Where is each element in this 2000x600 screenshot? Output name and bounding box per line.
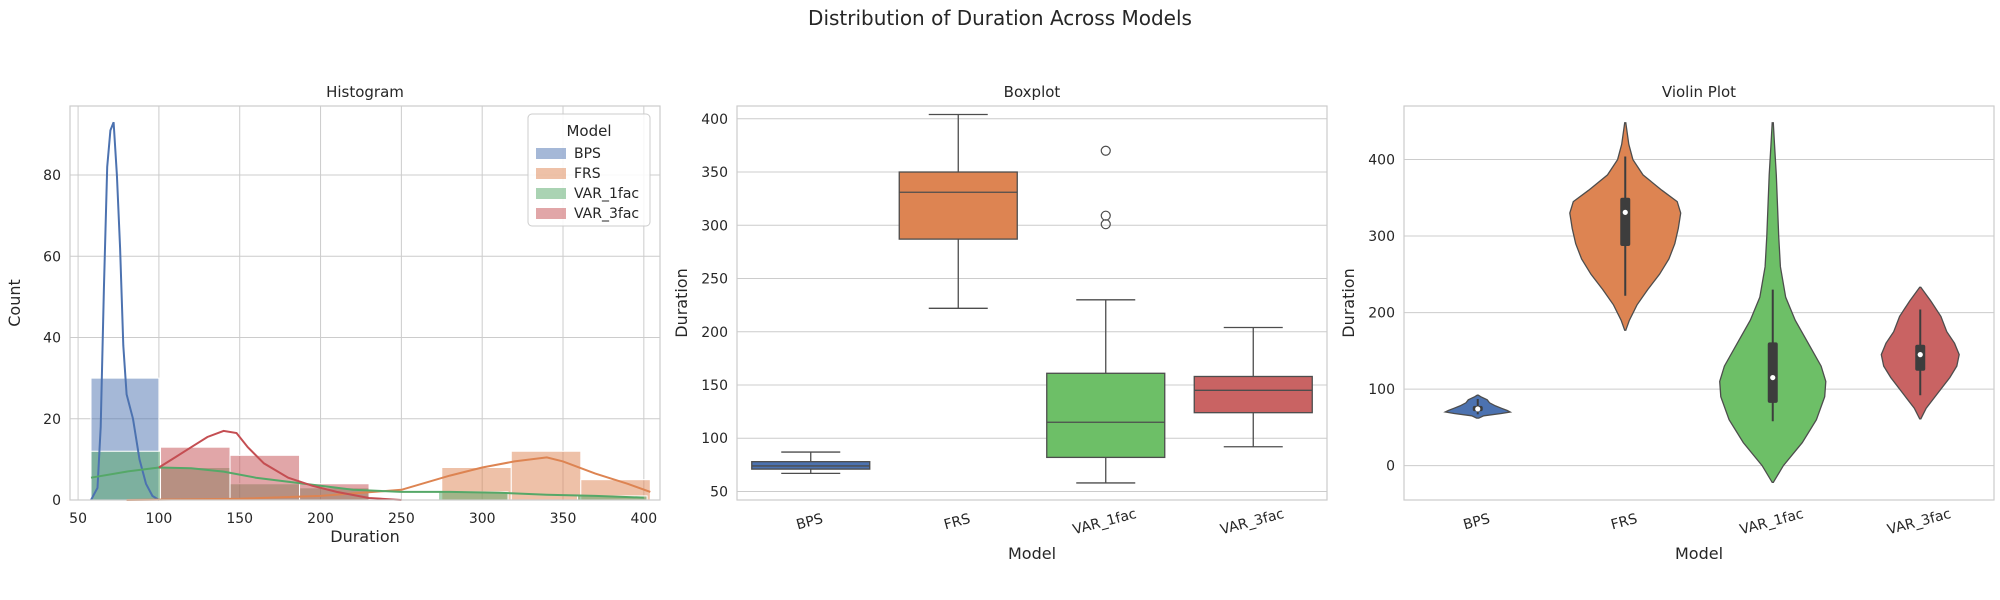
legend-swatch-var-1fac — [536, 188, 566, 199]
y-tick-label: 300 — [701, 218, 728, 234]
histogram-bar-var-3fac — [160, 446, 231, 501]
x-tick-label: 250 — [388, 511, 415, 527]
plot-frame — [1403, 105, 1995, 501]
y-tick-label: 80 — [43, 168, 61, 184]
panel-title: Histogram — [326, 83, 404, 101]
x-axis-label: Model — [1008, 544, 1056, 563]
x-tick-label-frs: FRS — [942, 511, 972, 533]
legend-label-frs: FRS — [574, 166, 601, 182]
violin-iqr-frs — [1620, 197, 1631, 247]
x-tick-label-var-1fac: VAR_1fac — [1738, 506, 1805, 538]
plot-area — [737, 106, 1327, 500]
violin-median-frs — [1622, 209, 1628, 215]
y-tick-label: 100 — [701, 431, 728, 447]
plot-frame — [69, 105, 661, 501]
kde-line-var-1fac — [90, 466, 644, 499]
x-tick-label: 200 — [307, 511, 334, 527]
y-axis-label: Count — [5, 279, 24, 327]
plot-frame — [736, 105, 1328, 501]
legend-swatch-var-3fac — [536, 208, 566, 219]
violin-median-bps — [1475, 406, 1481, 412]
y-tick-label: 400 — [701, 112, 728, 128]
outlier-var-1fac — [1100, 210, 1111, 221]
box-var-1fac — [1046, 372, 1166, 459]
y-axis-label: Duration — [672, 268, 691, 338]
x-tick-label: 300 — [469, 511, 496, 527]
x-tick-label: 100 — [146, 511, 173, 527]
y-axis-label: Duration — [1339, 268, 1358, 338]
y-tick-label: 400 — [1368, 153, 1395, 169]
y-tick-label: 0 — [1386, 459, 1395, 475]
y-tick-label: 20 — [43, 412, 61, 428]
x-tick-label-bps: BPS — [1462, 511, 1492, 533]
outlier-var-1fac — [1100, 145, 1111, 156]
legend-swatch-frs — [536, 168, 566, 179]
x-tick-label-var-3fac: VAR_3fac — [1219, 506, 1286, 538]
y-tick-label: 40 — [43, 331, 61, 347]
legend-label-bps: BPS — [574, 146, 601, 162]
box-frs — [898, 171, 1018, 240]
legend-label-var-3fac: VAR_3fac — [574, 206, 639, 222]
kde-line-bps — [90, 121, 160, 501]
panel-title: Violin Plot — [1662, 83, 1736, 101]
violin-median-var-1fac — [1770, 374, 1776, 381]
y-tick-label: 60 — [43, 249, 61, 265]
x-tick-label: 400 — [630, 511, 657, 527]
y-tick-label: 100 — [1368, 382, 1395, 398]
x-axis-label: Duration — [330, 527, 400, 546]
legend-label-var-1fac: VAR_1fac — [574, 186, 639, 202]
y-tick-label: 0 — [52, 493, 61, 509]
violin-iqr-var-1fac — [1767, 342, 1778, 403]
y-tick-label: 350 — [701, 165, 728, 181]
x-tick-label-frs: FRS — [1609, 511, 1639, 533]
violin-plot-panel: Violin Plot 0 100 200 300 400 Duration BPS FRS VA… — [1339, 83, 1995, 563]
kde-line-frs — [126, 456, 651, 501]
y-tick-label: 200 — [1368, 306, 1395, 322]
x-tick-label: 150 — [226, 511, 253, 527]
plot-area — [1404, 106, 1994, 500]
x-tick-label: 50 — [69, 511, 87, 527]
violin-iqr-var-3fac — [1915, 344, 1926, 371]
y-tick-label: 150 — [701, 378, 728, 394]
violin-median-var-3fac — [1917, 352, 1923, 358]
y-tick-label: 300 — [1368, 229, 1395, 245]
panel-title: Boxplot — [1004, 83, 1061, 101]
box-var-3fac — [1193, 375, 1313, 414]
legend-title: Model — [566, 122, 611, 140]
x-tick-label-bps: BPS — [795, 511, 825, 533]
x-axis-label: Model — [1675, 544, 1723, 563]
x-tick-label: 350 — [550, 511, 577, 527]
y-tick-label: 250 — [701, 272, 728, 288]
x-tick-label-var-1fac: VAR_1fac — [1071, 506, 1138, 538]
y-tick-label: 50 — [710, 484, 728, 500]
y-tick-label: 200 — [701, 325, 728, 341]
kde-line-var-3fac — [158, 429, 402, 501]
x-tick-label-var-3fac: VAR_3fac — [1886, 506, 1953, 538]
figure-title: Distribution of Duration Across Models — [808, 6, 1192, 30]
legend-swatch-bps — [536, 148, 566, 159]
boxplot-panel: Boxplot 50 100 150 200 250 300 350 400 Duration BP… — [672, 83, 1328, 563]
